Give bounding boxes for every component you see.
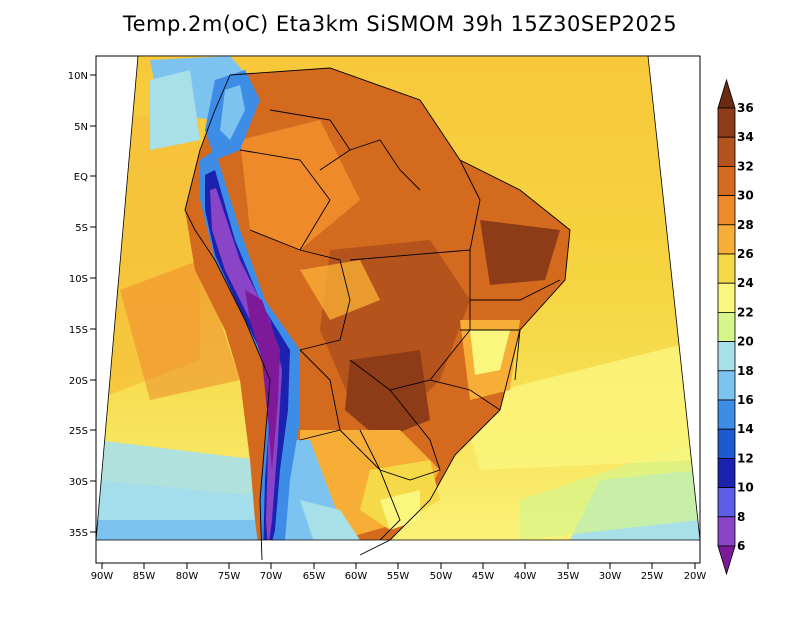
lat-label: 30S bbox=[69, 477, 88, 488]
colorbar-swatch bbox=[717, 224, 736, 255]
colorbar-swatch bbox=[717, 341, 736, 372]
colorbar-swatch bbox=[717, 136, 736, 167]
colorbar-min-arrow bbox=[717, 545, 736, 576]
colorbar-label: 30 bbox=[737, 189, 754, 203]
colorbar-swatch bbox=[717, 399, 736, 430]
colorbar-label: 20 bbox=[737, 335, 754, 349]
lon-label: 35W bbox=[557, 571, 580, 582]
colorbar-label: 8 bbox=[737, 510, 745, 524]
lon-label: 45W bbox=[472, 571, 495, 582]
domain-boundary bbox=[95, 55, 701, 541]
lat-label: 35S bbox=[69, 528, 88, 539]
lon-label: 55W bbox=[387, 571, 410, 582]
colorbar-swatch bbox=[717, 370, 736, 401]
colorbar-max-arrow bbox=[717, 78, 736, 109]
colorbar-label: 22 bbox=[737, 305, 754, 319]
lon-label: 60W bbox=[345, 571, 368, 582]
colorbar-label: 16 bbox=[737, 393, 754, 407]
colorbar-swatch bbox=[717, 487, 736, 518]
lat-label: 10N bbox=[68, 71, 88, 82]
colorbar-label: 26 bbox=[737, 247, 754, 261]
colorbar-swatch bbox=[717, 253, 736, 284]
lon-label: 25W bbox=[641, 571, 664, 582]
colorbar-swatch bbox=[717, 516, 736, 547]
colorbar-label: 24 bbox=[737, 276, 754, 290]
colorbar-label: 14 bbox=[737, 422, 754, 436]
lon-label: 65W bbox=[303, 571, 326, 582]
colorbar-label: 32 bbox=[737, 159, 754, 173]
temperature-field bbox=[96, 56, 700, 540]
colorbar-swatch bbox=[717, 165, 736, 196]
colorbar-swatch bbox=[717, 311, 736, 342]
map-title: Temp.2m(oC) Eta3km SiSMOM 39h 15Z30SEP20… bbox=[122, 12, 678, 36]
colorbar-swatch bbox=[717, 457, 736, 488]
latitude-axis: 10N 5N EQ 5S 10S 15S 20S 25S 30S 35S bbox=[68, 71, 96, 539]
lat-label: EQ bbox=[74, 172, 88, 183]
lon-label: 30W bbox=[599, 571, 622, 582]
lat-label: 5N bbox=[74, 122, 88, 133]
lon-label: 75W bbox=[218, 571, 241, 582]
lon-label: 70W bbox=[260, 571, 283, 582]
lon-label: 40W bbox=[514, 571, 537, 582]
longitude-axis: 90W 85W 80W 75W 70W 65W 60W 55W 50W 45W … bbox=[91, 563, 707, 582]
country-borders bbox=[184, 67, 571, 561]
colorbar-swatch bbox=[717, 195, 736, 226]
lon-label: 90W bbox=[91, 571, 114, 582]
lon-label: 80W bbox=[176, 571, 199, 582]
colorbar-swatch bbox=[717, 282, 736, 313]
colorbar-label: 10 bbox=[737, 481, 754, 495]
colorbar: 36 34 32 30 28 26 24 22 20 18 16 14 12 10 8 6 bbox=[717, 78, 754, 576]
lat-label: 10S bbox=[69, 274, 88, 285]
lon-label: 50W bbox=[430, 571, 453, 582]
colorbar-label: 12 bbox=[737, 451, 754, 465]
lat-label: 15S bbox=[69, 325, 88, 336]
lon-label: 20W bbox=[684, 571, 707, 582]
colorbar-label: 18 bbox=[737, 364, 754, 378]
lon-label: 85W bbox=[133, 571, 156, 582]
colorbar-label: 28 bbox=[737, 218, 754, 232]
colorbar-swatch bbox=[717, 428, 736, 459]
colorbar-label: 34 bbox=[737, 130, 754, 144]
lat-label: 5S bbox=[75, 223, 88, 234]
lat-label: 20S bbox=[69, 376, 88, 387]
lat-label: 25S bbox=[69, 426, 88, 437]
colorbar-label: 6 bbox=[737, 539, 745, 553]
colorbar-label: 36 bbox=[737, 101, 754, 115]
colorbar-swatch bbox=[717, 107, 736, 138]
